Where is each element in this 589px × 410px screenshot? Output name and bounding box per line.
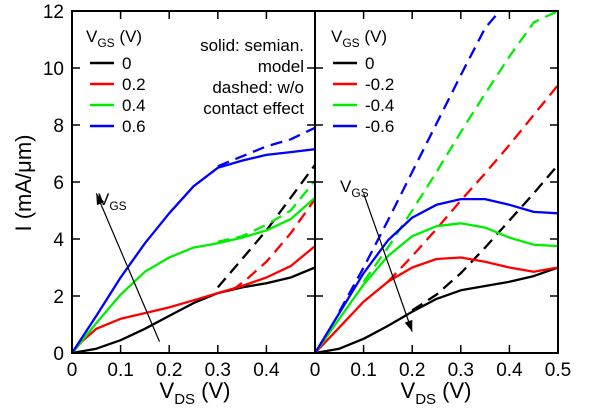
- curve-right-vgs--0.4-solid: [315, 222, 558, 353]
- curve-right-vgs--0.6-dashed: [338, 11, 501, 313]
- right-legend-entries: 0 -0.2 -0.4 -0.6: [333, 54, 394, 136]
- curve-right-vgs--0.4-dashed: [362, 11, 558, 283]
- right-ticks: [314, 10, 559, 354]
- vgs-arrow-head-left: [96, 193, 105, 206]
- left-curves: [72, 126, 315, 353]
- y-axis-label: I (mA/μm): [11, 135, 36, 232]
- note-line-model: model: [258, 57, 304, 76]
- curve-left-vgs-0-solid: [72, 266, 315, 353]
- x-tick-label-left-2: 0.2: [156, 360, 182, 381]
- legend-label-right-3: -0.6: [365, 117, 394, 136]
- curve-left-vgs-0.2-solid: [72, 245, 315, 353]
- left-arrow-label: VGS: [98, 190, 127, 213]
- y-tick-label-0: 0: [53, 344, 64, 365]
- right-tick-labels: 0 0.1 0.2 0.3 0.4 0.5: [310, 360, 572, 381]
- curve-right-vgs-0-solid: [315, 266, 558, 353]
- right-panel: 0 0.1 0.2 0.3 0.4 0.5 VDS (V) VGS (V) 0 -0.2 -0…: [310, 10, 572, 408]
- y-tick-label-1: 2: [53, 287, 64, 308]
- x-tick-label-right-3: 0.3: [448, 360, 474, 381]
- y-tick-label-4: 8: [53, 116, 64, 137]
- vgs-arrow-head-right: [404, 319, 413, 332]
- legend-label-left-1: 0.2: [122, 75, 146, 94]
- y-tick-label-2: 4: [53, 230, 64, 251]
- legend-label-right-1: -0.2: [365, 75, 394, 94]
- x-tick-label-left-0: 0: [67, 360, 78, 381]
- left-vgs-arrow: [95, 193, 161, 342]
- y-tick-label-5: 10: [43, 59, 64, 80]
- right-curves: [315, 11, 558, 353]
- x-tick-label-left-1: 0.1: [107, 360, 133, 381]
- y-tick-label-6: 12: [43, 2, 64, 23]
- curve-left-vgs-0-dashed: [216, 164, 315, 289]
- x-tick-label-left-3: 0.3: [205, 360, 231, 381]
- x-tick-label-right-0: 0: [310, 360, 321, 381]
- curve-left-vgs-0.4-solid: [72, 196, 315, 353]
- x-tick-label-left-4: 0.4: [253, 360, 280, 381]
- note-line-solid: solid: semian.: [200, 36, 304, 55]
- legend-label-left-2: 0.4: [122, 96, 146, 115]
- note-line-dashed: dashed: w/o: [212, 78, 304, 97]
- curve-left-vgs-0.6-dashed: [217, 126, 315, 168]
- left-x-axis-label: VDS (V): [160, 378, 231, 408]
- curve-right-vgs--0.2-solid: [315, 256, 558, 353]
- legend-label-left-3: 0.6: [122, 117, 146, 136]
- left-tick-labels: 0 0.1 0.2 0.3 0.4 0 2 4 6 8 10 12: [43, 2, 280, 381]
- x-tick-label-right-4: 0.4: [496, 360, 523, 381]
- y-tick-label-3: 6: [53, 173, 64, 194]
- legend-label-left-0: 0: [122, 54, 131, 73]
- left-legend-title: VGS (V): [86, 27, 142, 50]
- legend-label-right-2: -0.4: [365, 96, 394, 115]
- left-legend-entries: 0 0.2 0.4 0.6: [90, 54, 146, 136]
- legend-label-right-0: 0: [365, 54, 374, 73]
- right-vgs-arrow: [363, 193, 413, 332]
- left-panel: 0 0.1 0.2 0.3 0.4 0 2 4 6 8 10 12 VDS (V) VGS (V) 0…: [43, 2, 316, 408]
- curve-left-vgs-0.2-dashed: [231, 198, 315, 292]
- vgs-arrow-shaft-right: [363, 193, 413, 332]
- note-line-contact: contact effect: [203, 99, 304, 118]
- x-tick-label-right-2: 0.2: [399, 360, 425, 381]
- x-tick-label-right-1: 0.1: [350, 360, 376, 381]
- model-notes: solid: semian. model dashed: w/o contact…: [200, 36, 304, 118]
- right-legend-title: VGS (V): [331, 27, 387, 50]
- curve-right-vgs-0-dashed: [411, 164, 558, 312]
- left-ticks: [71, 10, 315, 354]
- vgs-arrow-shaft-left: [95, 193, 161, 342]
- curve-right-vgs--0.6-solid: [315, 197, 558, 353]
- x-tick-label-right-5: 0.5: [545, 360, 571, 381]
- right-x-axis-label: VDS (V): [401, 378, 472, 408]
- curve-right-vgs--0.2-dashed: [387, 84, 558, 283]
- curve-left-vgs-0.6-solid: [72, 148, 315, 353]
- right-arrow-label: VGS: [340, 177, 369, 200]
